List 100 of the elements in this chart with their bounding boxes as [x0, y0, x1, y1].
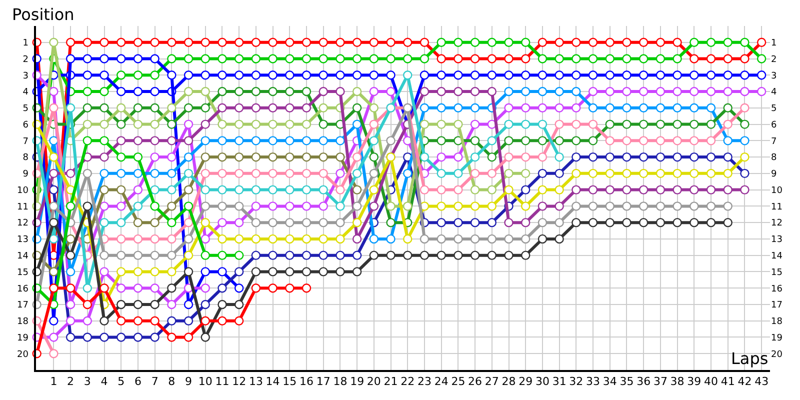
point [521, 152, 530, 162]
y2-tick-label: 1 [771, 38, 777, 49]
point [740, 54, 750, 64]
point [672, 136, 682, 146]
point [302, 103, 312, 112]
point [420, 38, 430, 47]
point [454, 250, 463, 260]
x-tick-label: 10 [198, 374, 212, 388]
point [100, 332, 109, 342]
point [200, 332, 210, 342]
point [167, 267, 176, 276]
point [200, 168, 210, 178]
point [436, 234, 446, 244]
point [352, 38, 362, 47]
point [82, 168, 92, 178]
y2-tick-label: 14 [771, 251, 783, 262]
point [554, 185, 564, 194]
point [218, 185, 227, 194]
point [116, 218, 126, 228]
point [706, 103, 716, 112]
point [420, 250, 430, 260]
point [218, 136, 227, 146]
point [167, 168, 176, 178]
point [723, 168, 732, 178]
point [690, 120, 699, 129]
point [605, 136, 614, 146]
point [184, 300, 194, 310]
point [251, 234, 261, 244]
point [470, 70, 480, 80]
point [200, 136, 210, 146]
point [184, 202, 194, 211]
y-axis-title: Position [12, 5, 74, 24]
point [538, 54, 548, 64]
point [638, 103, 648, 112]
y-tick-label: 14 [16, 251, 29, 262]
point [723, 218, 732, 228]
point [554, 136, 564, 146]
point [740, 120, 750, 129]
point [521, 185, 530, 194]
x-axis-title: Laps [731, 349, 768, 368]
point [487, 54, 497, 64]
point [100, 202, 109, 211]
point [336, 54, 345, 64]
point [605, 168, 614, 178]
point [268, 267, 278, 276]
point [369, 103, 379, 112]
x-tick-label: 37 [653, 374, 668, 388]
point [268, 284, 278, 293]
point [116, 152, 126, 162]
point [521, 38, 530, 47]
point [302, 120, 312, 129]
point [369, 54, 379, 64]
y2-tick-label: 3 [771, 71, 777, 82]
point [690, 202, 699, 211]
point [369, 234, 379, 244]
point [369, 168, 379, 178]
point [656, 54, 666, 64]
point [116, 86, 126, 96]
point [200, 38, 210, 47]
point [487, 185, 497, 194]
x-tick-label: 16 [300, 374, 314, 388]
point [184, 218, 194, 228]
point [454, 234, 463, 244]
point [218, 103, 227, 112]
point [572, 202, 581, 211]
point [100, 152, 109, 162]
x-tick-label: 21 [384, 374, 398, 388]
point [218, 300, 227, 310]
point [487, 168, 497, 178]
point [150, 86, 160, 96]
point [554, 86, 564, 96]
point [150, 152, 160, 162]
point [672, 152, 682, 162]
point [386, 86, 396, 96]
point [554, 168, 564, 178]
point [133, 86, 143, 96]
point [234, 267, 244, 276]
x-tick-label: 25 [451, 374, 466, 388]
point [454, 218, 463, 228]
point [706, 54, 716, 64]
point [218, 234, 227, 244]
point [454, 120, 463, 129]
point [133, 136, 143, 146]
point [656, 86, 666, 96]
point [706, 86, 716, 96]
point [251, 267, 261, 276]
point [49, 152, 58, 162]
point [436, 136, 446, 146]
point [386, 218, 396, 228]
point [622, 218, 632, 228]
point [133, 332, 143, 342]
y-tick-label: 9 [22, 170, 29, 180]
point [184, 316, 194, 326]
point [100, 70, 109, 80]
point [184, 70, 194, 80]
point [706, 120, 716, 129]
point [690, 168, 699, 178]
point [200, 120, 210, 129]
point [504, 185, 514, 194]
point [251, 103, 261, 112]
